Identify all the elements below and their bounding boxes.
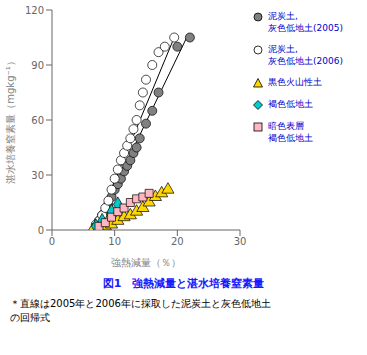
svg-text:90: 90 (31, 60, 44, 71)
svg-text:0: 0 (49, 236, 55, 247)
html-text:暗色表層 褐色低地土: 暗色表層 褐色低地土 (268, 121, 313, 143)
svg-text:10: 10 (108, 236, 121, 247)
svg-text:0: 0 (38, 225, 44, 236)
svg-text:60: 60 (31, 115, 44, 126)
html-text:黒色火山性土: 黒色火山性土 (268, 77, 322, 87)
html-text:図1 強熱減量と湛水培養窒素量: 図1 強熱減量と湛水培養窒素量 (102, 277, 265, 290)
svg-text:30: 30 (31, 170, 44, 181)
svg-text:湛水培養窒素量（mgkg⁻¹）: 湛水培養窒素量（mgkg⁻¹） (8, 56, 16, 184)
svg-text:30: 30 (234, 236, 247, 247)
svg-text:20: 20 (171, 236, 184, 247)
html-text:褐色低地土: 褐色低地土 (268, 99, 313, 109)
svg-text:強熱減量（％）: 強熱減量（％） (111, 257, 181, 268)
svg-text:120: 120 (25, 5, 44, 16)
html-text:泥炭土, 灰色低地土(2006): 泥炭土, 灰色低地土(2006) (268, 44, 343, 66)
html-text:泥炭土, 灰色低地土(2005): 泥炭土, 灰色低地土(2005) (268, 11, 343, 33)
html-text:＊直線は2005年と2006年に採取した泥炭土と灰色低地土: ＊直線は2005年と2006年に採取した泥炭土と灰色低地土 の回帰式 (10, 298, 271, 323)
